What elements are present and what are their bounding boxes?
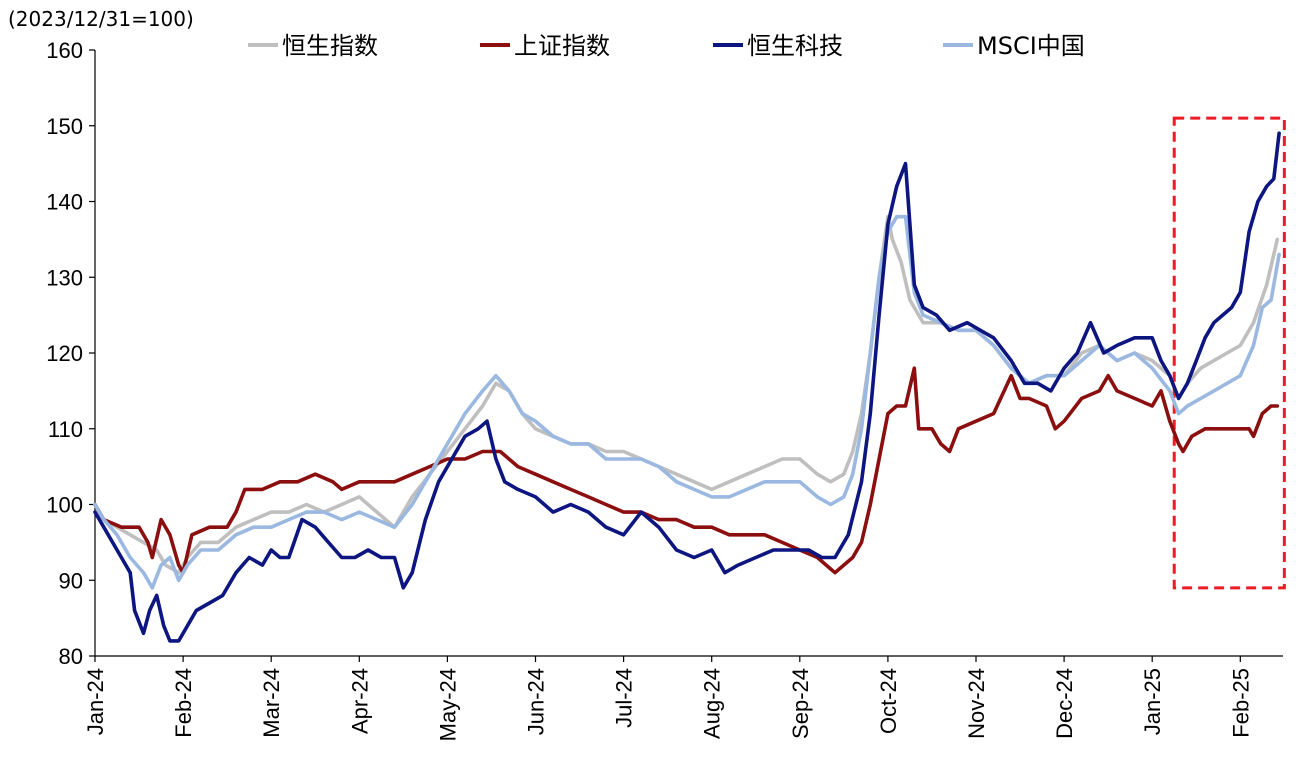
legend: 恒生指数 上证指数 恒生科技 MSCI中国	[248, 32, 1085, 60]
x-tick-label: Jun-24	[524, 668, 549, 735]
y-tick-label: 90	[59, 568, 83, 593]
highlight-box	[1172, 116, 1286, 590]
x-tick-label: Jan-25	[1140, 668, 1165, 735]
y-tick-label: 80	[59, 644, 83, 669]
y-tick-label: 100	[46, 493, 83, 518]
x-tick-label: Sep-24	[788, 668, 813, 739]
legend-label: 恒生科技	[747, 32, 843, 60]
legend-label: 上证指数	[514, 32, 610, 60]
x-tick-label: Aug-24	[700, 668, 725, 739]
legend-label: 恒生指数	[282, 32, 378, 60]
x-tick-label: Oct-24	[876, 668, 901, 734]
x-tick-label: Apr-24	[347, 668, 372, 734]
series-line-1	[93, 366, 1280, 575]
legend-label: MSCI中国	[977, 32, 1085, 60]
highlight-layer	[1172, 116, 1286, 590]
y-tick-label: 110	[48, 417, 83, 442]
x-tick-label: May-24	[435, 668, 460, 741]
x-tick-label: Jul-24	[612, 668, 637, 728]
y-tick-label: 130	[46, 265, 83, 290]
unit-note: (2023/12/31=100)	[8, 7, 194, 31]
series-line-0	[93, 214, 1280, 575]
y-tick-label: 120	[46, 341, 83, 366]
y-tick-label: 140	[46, 190, 83, 215]
y-tick-group: 80 90 100 110 120 130 140 150 160	[46, 38, 95, 669]
y-tick-label: 160	[46, 38, 83, 63]
x-tick-label: Feb-24	[171, 668, 196, 738]
x-tick-label: Dec-24	[1052, 668, 1077, 739]
x-tick-label: Jan-24	[83, 668, 108, 735]
x-tick-label: Mar-24	[259, 668, 284, 738]
series-line-3	[93, 214, 1281, 590]
x-tick-label: Nov-24	[964, 668, 989, 739]
series-layer	[93, 131, 1281, 643]
x-tick-group: Jan-24 Feb-24 Mar-24 Apr-24 May-24 Jun-24 Jul-…	[83, 656, 1253, 741]
x-tick-label: Feb-25	[1228, 668, 1253, 738]
y-tick-label: 150	[46, 114, 83, 139]
series-line-2	[93, 131, 1281, 643]
